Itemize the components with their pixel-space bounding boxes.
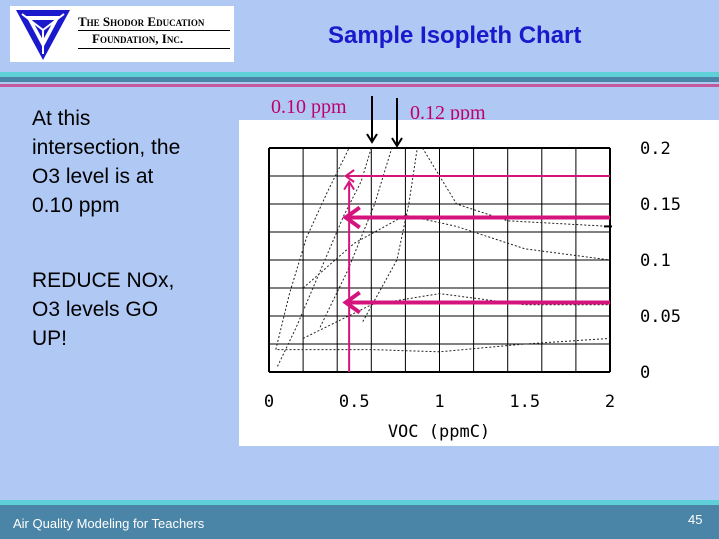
page-number: 45	[688, 512, 703, 527]
explanation-line: O3 level is at	[32, 165, 154, 188]
vertical-marker-head	[343, 179, 355, 191]
y-tick-label: 0.2	[640, 139, 671, 159]
arrow-head	[344, 169, 355, 183]
logo-rule-top	[78, 30, 230, 31]
y-tick-label: 0.05	[640, 307, 681, 327]
arrow-head	[342, 290, 361, 315]
header-band-light	[0, 72, 719, 77]
x-tick-label: 1.5	[509, 392, 540, 412]
header-band-pink	[0, 84, 719, 87]
logo-rule-bottom	[78, 48, 230, 49]
isopleth-curve	[275, 147, 350, 350]
conclusion-line: O3 levels GO	[32, 298, 159, 321]
conclusion-text: REDUCE NOx, O3 levels GO UP!	[32, 266, 222, 353]
y-tick-label: 0	[640, 363, 650, 383]
conclusion-line: REDUCE NOx,	[32, 269, 175, 292]
label-010-ppm: 0.10 ppm	[271, 96, 347, 118]
page-title: Sample Isopleth Chart	[328, 22, 582, 49]
isopleth-curve	[302, 214, 611, 289]
footer-band-dark	[0, 505, 719, 539]
x-tick-label: 0.5	[339, 392, 370, 412]
isopleth-curve	[302, 293, 610, 339]
explanation-line: intersection, the	[32, 136, 181, 159]
explanation-text: At this intersection, the O3 level is at…	[32, 104, 222, 220]
y-tick-label: 0.15	[640, 195, 681, 215]
y-tick-label: 0.1	[640, 251, 671, 271]
explanation-line: 0.10 ppm	[32, 194, 120, 217]
conclusion-line: UP!	[32, 327, 68, 350]
x-tick-label: 2	[605, 392, 615, 412]
x-tick-label: 1	[434, 392, 444, 412]
x-axis-label: VOC (ppmC)	[388, 422, 490, 442]
isopleth-curve	[277, 337, 611, 353]
explanation-line: At this	[32, 107, 91, 130]
x-tick-label: 0	[264, 392, 274, 412]
logo-text-line2: Foundation, Inc.	[92, 31, 184, 46]
shodor-logo: The Shodor Education Foundation, Inc.	[10, 6, 234, 62]
arrow-head	[342, 205, 361, 230]
label-012-ppm: 0.12 ppm	[410, 102, 486, 124]
shodor-triangle-icon	[16, 10, 70, 60]
footer-band-light	[0, 500, 719, 505]
chart-background	[239, 120, 719, 446]
logo-text-line1: The Shodor Education	[78, 14, 205, 29]
callout-arrow-head	[391, 137, 403, 148]
footer-course-title: Air Quality Modeling for Teachers	[13, 516, 205, 531]
header-band-dark	[0, 77, 719, 82]
callout-arrow-head	[366, 133, 378, 144]
